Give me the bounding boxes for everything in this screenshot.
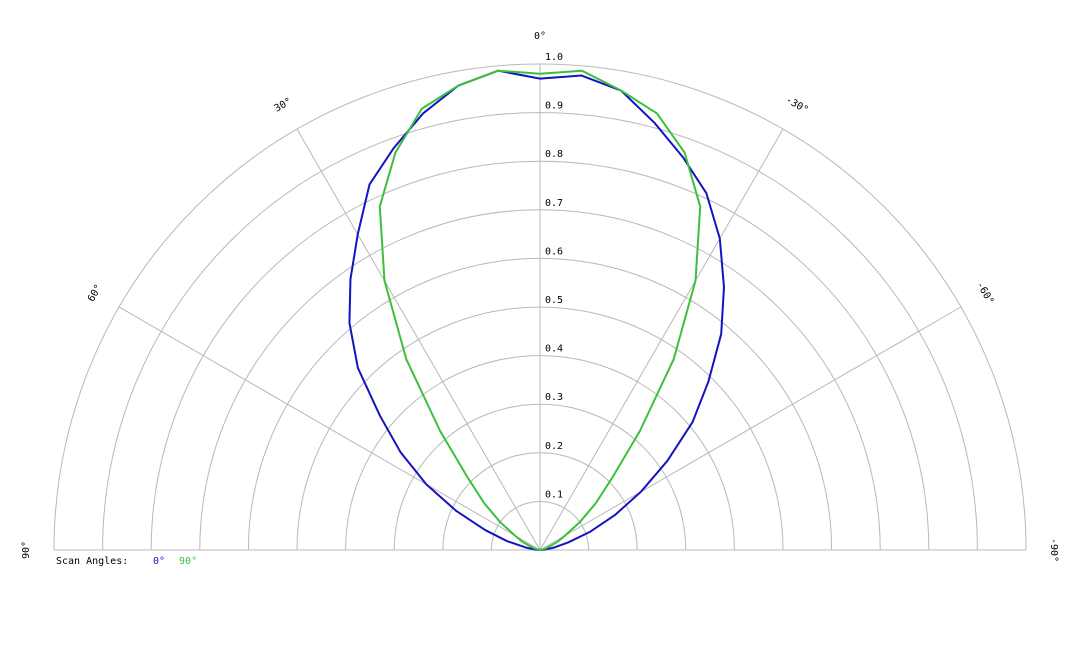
angle-tick-label: -60° xyxy=(974,280,996,306)
series-line xyxy=(378,69,702,551)
r-tick-label: 1.0 xyxy=(545,52,563,63)
angle-tick-label: -90° xyxy=(1048,538,1059,562)
grid-spoke xyxy=(118,306,541,551)
angle-tick-label: 30° xyxy=(273,96,294,115)
r-tick-label: 0.6 xyxy=(545,246,563,257)
r-tick-label: 0.2 xyxy=(545,441,563,452)
angle-tick-label: -30° xyxy=(784,95,810,117)
legend-entry: 90° xyxy=(179,556,197,567)
legend-entry: 0° xyxy=(153,556,165,567)
r-tick-label: 0.5 xyxy=(545,295,563,306)
r-tick-label: 0.4 xyxy=(545,344,563,355)
r-tick-label: 0.3 xyxy=(545,392,563,403)
r-tick-label: 0.7 xyxy=(545,198,563,209)
r-tick-label: 0.1 xyxy=(545,489,563,500)
angle-tick-label: 90° xyxy=(21,541,32,559)
legend-title: Scan Angles: xyxy=(56,556,128,567)
angle-tick-label: 60° xyxy=(86,283,105,304)
angle-tick-label: 0° xyxy=(534,31,546,42)
r-tick-label: 0.9 xyxy=(545,101,563,112)
r-tick-label: 0.8 xyxy=(545,149,563,160)
grid-spoke xyxy=(296,128,541,551)
grid-spoke xyxy=(539,306,962,551)
grid-spoke xyxy=(539,128,784,551)
series-line xyxy=(348,69,725,551)
